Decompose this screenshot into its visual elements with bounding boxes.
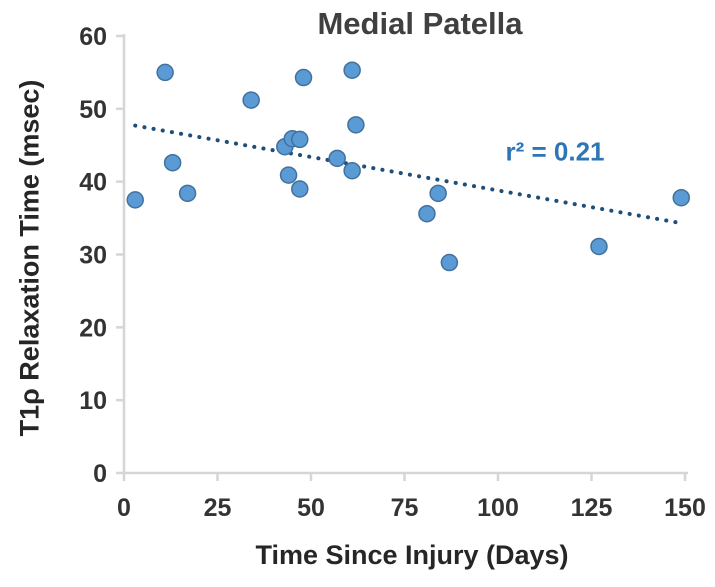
x-tick-label: 50 — [297, 494, 325, 522]
data-point — [343, 61, 361, 79]
data-point — [328, 149, 346, 168]
data-point — [156, 63, 174, 82]
y-tick-label: 20 — [79, 314, 107, 342]
data-point — [291, 180, 309, 198]
data-point — [178, 184, 197, 203]
data-point — [347, 116, 365, 134]
data-point — [242, 91, 260, 109]
y-tick-label: 10 — [79, 387, 107, 415]
data-point — [126, 191, 144, 209]
x-tick-label: 100 — [477, 494, 519, 522]
data-point — [291, 130, 309, 149]
y-tick-label: 40 — [79, 169, 107, 197]
data-point — [590, 237, 608, 256]
y-tick-label: 30 — [79, 242, 107, 270]
x-tick-label: 25 — [204, 494, 232, 522]
data-point — [429, 184, 447, 203]
r-squared-annotation: r² = 0.21 — [505, 136, 605, 167]
y-tick-label: 50 — [79, 96, 107, 124]
data-point — [279, 166, 298, 184]
y-axis-title: T1ρ Relaxation Time (msec) — [14, 79, 45, 437]
data-point — [440, 253, 459, 272]
trendline — [133, 123, 684, 226]
x-tick-label: 150 — [664, 494, 706, 522]
data-point — [163, 153, 182, 172]
data-point — [672, 188, 691, 207]
y-tick-label: 0 — [93, 460, 107, 488]
x-axis-title: Time Since Injury (Days) — [255, 540, 569, 570]
data-point — [294, 68, 313, 87]
x-tick-label: 0 — [117, 494, 131, 522]
x-tick-label: 75 — [391, 494, 419, 522]
data-point — [418, 204, 436, 223]
data-point — [343, 161, 361, 180]
x-tick-label: 125 — [571, 494, 613, 522]
y-tick-label: 60 — [79, 23, 107, 51]
chart-title: Medial Patella — [317, 6, 523, 41]
